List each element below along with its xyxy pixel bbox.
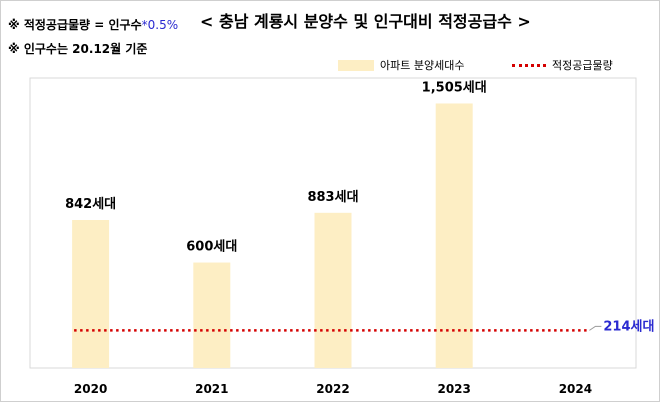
- formula-prefix: ※ 적정공급물량 = 인구수: [8, 18, 142, 32]
- legend-item-line: 적정공급물량: [512, 57, 613, 73]
- reference-label: 214세대: [603, 319, 654, 334]
- reference-leader: [589, 325, 602, 331]
- legend-swatch-line: [512, 63, 546, 67]
- population-note: ※ 인구수는 20.12월 기준: [8, 42, 148, 56]
- x-tick-label-2021: 2021: [195, 382, 228, 396]
- formula-rate: *0.5%: [141, 18, 179, 32]
- bar-2022: [314, 212, 352, 368]
- legend-label-line: 적정공급물량: [552, 59, 613, 72]
- x-tick-label-2024: 2024: [559, 382, 592, 396]
- bar-2023: [435, 103, 473, 368]
- legend-swatch-bar: [338, 59, 374, 71]
- chart-title: < 충남 계룡시 분양수 및 인구대비 적정공급수 >: [200, 12, 531, 31]
- legend-label-bar: 아파트 분양세대수: [380, 59, 465, 72]
- data-label-2021: 600세대: [186, 240, 237, 255]
- bar-2021: [193, 262, 231, 368]
- x-tick-label-2022: 2022: [316, 382, 349, 396]
- data-label-2020: 842세대: [65, 197, 116, 212]
- data-label-2022: 883세대: [307, 190, 358, 205]
- formula-note: ※ 적정공급물량 = 인구수*0.5%: [8, 16, 178, 33]
- legend-item-bar: 아파트 분양세대수: [338, 57, 464, 73]
- bar-2020: [72, 220, 110, 368]
- x-tick-label-2023: 2023: [437, 382, 470, 396]
- data-label-2023: 1,505세대: [422, 80, 487, 95]
- x-tick-label-2020: 2020: [74, 382, 107, 396]
